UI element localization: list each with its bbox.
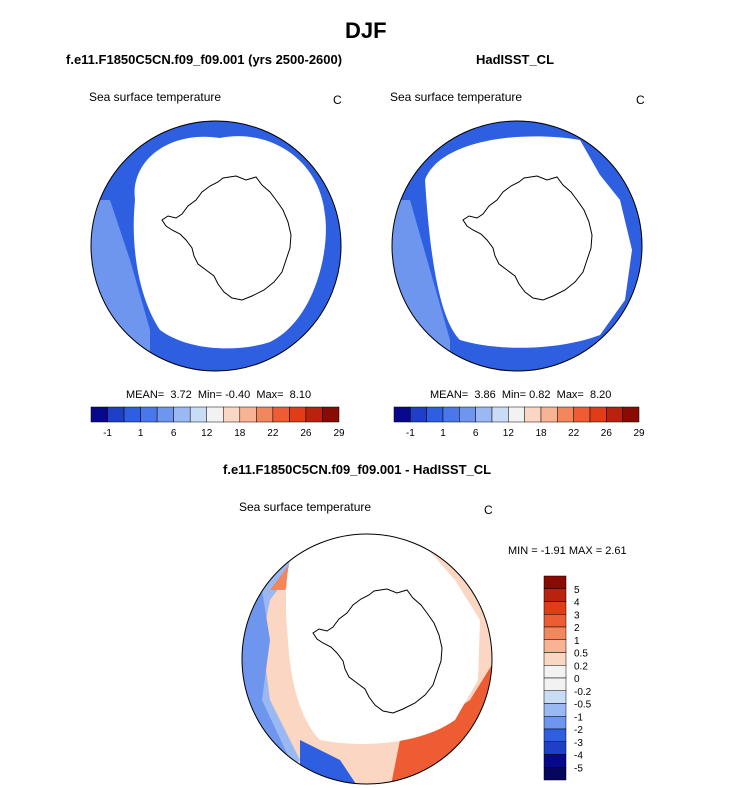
diff-colorbar-tick-label: -0.2 xyxy=(574,687,592,698)
diff-colorbar-swatch xyxy=(543,677,567,691)
left-colorbar-swatch xyxy=(123,406,141,423)
right-colorbar-swatch xyxy=(524,406,542,423)
right-variable-label: Sea surface temperature xyxy=(390,90,523,104)
right-colorbar-swatch xyxy=(573,406,591,423)
right-map xyxy=(391,120,643,372)
left-colorbar-tick-label: 22 xyxy=(267,428,279,439)
page-title: DJF xyxy=(345,18,387,43)
diff-colorbar-swatch xyxy=(543,703,567,717)
right-colorbar-swatch xyxy=(540,406,558,423)
diff-map xyxy=(241,533,493,785)
right-colorbar-tick-label: 29 xyxy=(633,428,645,439)
left-colorbar-swatch xyxy=(289,406,307,423)
diff-colorbar-tick-label: 3 xyxy=(574,610,580,621)
left-variable-label: Sea surface temperature xyxy=(89,90,222,104)
diff-warm-left xyxy=(270,540,330,590)
right-colorbar-swatch xyxy=(475,406,493,423)
right-units-label: C xyxy=(636,93,645,107)
left-colorbar-tick-label: 26 xyxy=(300,428,312,439)
diff-colorbar-tick-label: 5 xyxy=(574,585,580,596)
left-colorbar-swatch xyxy=(173,406,191,423)
diff-colorbar-swatch xyxy=(543,614,567,628)
right-colorbar-tick-label: 22 xyxy=(568,428,580,439)
panel-diff-title: f.e11.F1850C5CN.f09_f09.001 - HadISST_CL xyxy=(223,462,492,477)
right-colorbar-swatch xyxy=(393,406,411,423)
right-colorbar-swatch xyxy=(557,406,574,423)
diff-colorbar-swatch xyxy=(543,665,567,679)
diff-colorbar-tick-label: 4 xyxy=(574,598,580,609)
diff-colorbar-swatch xyxy=(543,767,567,781)
diff-colorbar-swatch xyxy=(543,588,567,602)
left-colorbar-swatch xyxy=(90,406,108,423)
diff-colorbar-tick-label: -2 xyxy=(574,725,583,736)
right-colorbar-tick-label: 18 xyxy=(535,428,547,439)
diff-colorbar-tick-label: 1 xyxy=(574,636,580,647)
diff-colorbar-tick-label: 0 xyxy=(574,674,580,685)
diff-colorbar-tick-label: -4 xyxy=(574,751,583,762)
left-colorbar-tick-label: -1 xyxy=(103,428,112,439)
right-stats: MEAN= 3.86 Min= 0.82 Max= 8.20 xyxy=(430,389,612,401)
diff-stats: MIN = -1.91 MAX = 2.61 xyxy=(508,545,627,557)
diff-colorbar-swatch xyxy=(543,601,567,615)
right-colorbar-swatch xyxy=(410,406,427,423)
diff-colorbar-tick-label: 0.5 xyxy=(574,649,588,660)
left-colorbar-swatch xyxy=(223,406,241,423)
right-colorbar-swatch xyxy=(606,406,623,423)
left-colorbar-swatch xyxy=(156,406,174,423)
right-colorbar-swatch xyxy=(459,406,476,423)
right-colorbar-tick-label: 1 xyxy=(440,428,446,439)
left-colorbar-tick-label: 1 xyxy=(138,428,144,439)
left-map xyxy=(90,120,342,372)
diff-colorbar-swatch xyxy=(543,626,567,640)
left-colorbar-swatch xyxy=(322,406,340,423)
right-colorbar-tick-label: 12 xyxy=(503,428,515,439)
left-colorbar-swatch xyxy=(140,406,158,423)
diff-colorbar-swatch xyxy=(543,728,567,742)
diff-colorbar-swatch xyxy=(543,575,567,589)
left-colorbar-swatch xyxy=(206,406,224,423)
right-colorbar-tick-label: -1 xyxy=(406,428,415,439)
left-colorbar-swatch xyxy=(189,406,207,423)
left-stats: MEAN= 3.72 Min= -0.40 Max= 8.10 xyxy=(126,389,312,401)
diff-colorbar-tick-label: -3 xyxy=(574,738,583,749)
left-colorbar-swatch xyxy=(107,406,125,423)
right-colorbar-swatch xyxy=(491,406,509,423)
left-colorbar-tick-label: 12 xyxy=(201,428,213,439)
diff-colorbar-swatch xyxy=(543,754,567,768)
left-colorbar-tick-label: 29 xyxy=(333,428,345,439)
diff-colorbar-swatch xyxy=(543,639,567,653)
left-colorbar-swatch xyxy=(256,406,274,423)
left-units-label: C xyxy=(333,93,342,107)
diff-colorbar-tick-label: -0.5 xyxy=(574,700,592,711)
diff-colorbar-tick-label: -1 xyxy=(574,712,583,723)
diff-colorbar-tick-label: 2 xyxy=(574,623,580,634)
right-colorbar-swatch xyxy=(622,406,640,423)
panel-right-title: HadISST_CL xyxy=(476,52,555,67)
diff-colorbar-tick-label: 0.2 xyxy=(574,661,588,672)
left-colorbar-tick-label: 6 xyxy=(171,428,177,439)
left-colorbar-swatch xyxy=(272,406,290,423)
left-colorbar-swatch xyxy=(305,406,323,423)
panel-left-title: f.e11.F1850C5CN.f09_f09.001 (yrs 2500-26… xyxy=(66,52,343,67)
diff-colorbar-tick-label: -5 xyxy=(574,763,583,774)
right-colorbar-swatch xyxy=(508,406,525,423)
diff-colorbar-swatch xyxy=(543,716,567,730)
right-colorbar-swatch xyxy=(442,406,460,423)
diff-colorbar-swatch xyxy=(543,690,567,704)
diff-colorbar: 5 43 2 1 0.50.2 0 -0.2 -0.5-1 -2 -3 -4-5 xyxy=(543,575,592,781)
right-colorbar-swatch xyxy=(589,406,607,423)
right-colorbar-tick-label: 26 xyxy=(601,428,613,439)
left-colorbar-tick-label: 18 xyxy=(234,428,246,439)
left-colorbar: -1 1 6 12 18 22 26 29 xyxy=(90,406,345,439)
right-colorbar: -1 1 6 12 18 22 26 29 xyxy=(393,406,645,439)
left-colorbar-swatch xyxy=(239,406,257,423)
right-colorbar-tick-label: 6 xyxy=(473,428,479,439)
right-colorbar-swatch xyxy=(426,406,444,423)
diff-colorbar-swatch xyxy=(543,652,567,666)
diff-variable-label: Sea surface temperature xyxy=(239,500,372,514)
diff-colorbar-swatch xyxy=(543,741,567,755)
diff-units-label: C xyxy=(484,503,493,517)
